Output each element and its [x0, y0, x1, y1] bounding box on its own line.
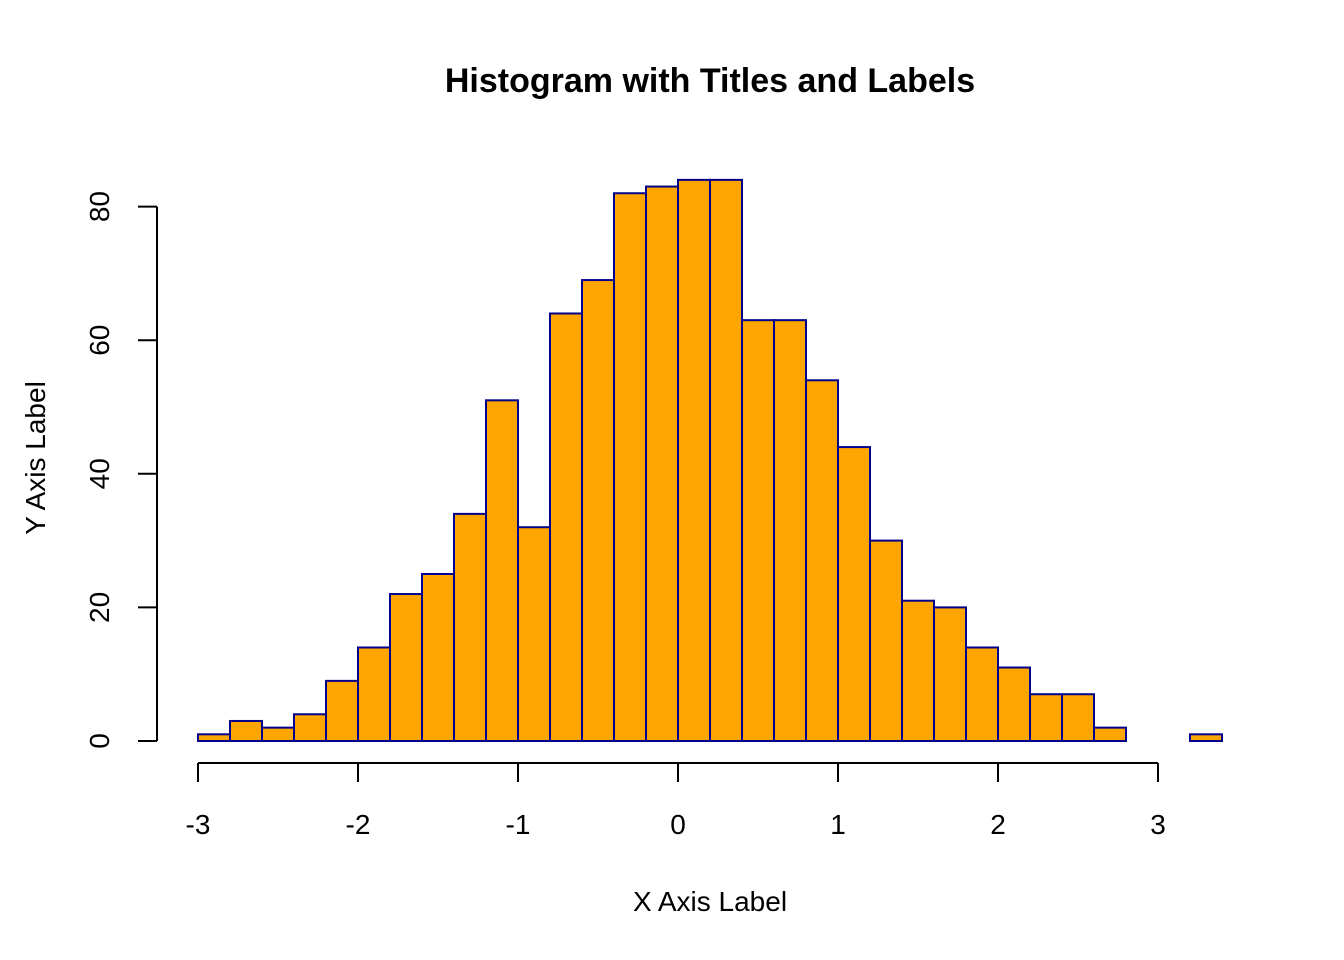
- histogram-bar: [581, 279, 615, 742]
- histogram-bar: [197, 733, 231, 743]
- y-axis: 0 20 40 60 80: [84, 191, 158, 749]
- y-tick-label: 20: [84, 592, 115, 623]
- histogram-bar: [261, 726, 295, 743]
- histogram-bar: [453, 512, 487, 742]
- histogram-bar: [837, 446, 871, 742]
- x-tick-label: 2: [990, 809, 1006, 840]
- histogram-bar: [1029, 693, 1063, 742]
- histogram-bar: [965, 646, 999, 742]
- x-tick-label: 1: [830, 809, 846, 840]
- histogram-bar: [421, 573, 455, 742]
- y-axis-label: Y Axis Label: [20, 381, 51, 535]
- histogram-bar: [229, 719, 263, 743]
- histogram-bar: [933, 606, 967, 743]
- histogram-bar: [997, 666, 1031, 743]
- histogram-bar: [517, 526, 551, 742]
- histogram-bar: [549, 312, 583, 742]
- histogram-bar: [357, 646, 391, 742]
- y-tick-label: 0: [84, 733, 115, 749]
- y-tick-label: 60: [84, 325, 115, 356]
- histogram-bar: [389, 593, 423, 742]
- y-tick-label: 40: [84, 458, 115, 489]
- histogram-bar: [613, 192, 647, 743]
- histogram-bar: [1061, 693, 1095, 742]
- x-axis-label: X Axis Label: [633, 886, 787, 917]
- histogram-bar: [677, 178, 711, 742]
- histogram-bar: [901, 599, 935, 742]
- y-tick-label: 80: [84, 191, 115, 222]
- histogram-bar: [869, 539, 903, 742]
- histogram-bar: [805, 379, 839, 742]
- histogram-bar: [709, 178, 743, 742]
- bars-group: [197, 178, 1223, 743]
- x-tick-label: 3: [1150, 809, 1166, 840]
- histogram-bar: [293, 713, 327, 743]
- x-tick-label: -1: [506, 809, 531, 840]
- histogram-bar: [773, 319, 807, 742]
- histogram-bar: [1093, 726, 1127, 743]
- histogram-bar: [645, 185, 679, 742]
- histogram-bar: [741, 319, 775, 742]
- x-tick-label: 0: [670, 809, 686, 840]
- histogram-bar: [325, 679, 359, 743]
- histogram-bar: [1189, 733, 1223, 743]
- chart-title: Histogram with Titles and Labels: [445, 62, 975, 100]
- histogram-bar: [485, 399, 519, 742]
- x-tick-label: -3: [186, 809, 211, 840]
- x-axis: -3 -2 -1 0 1 2 3: [186, 762, 1166, 840]
- x-tick-label: -2: [346, 809, 371, 840]
